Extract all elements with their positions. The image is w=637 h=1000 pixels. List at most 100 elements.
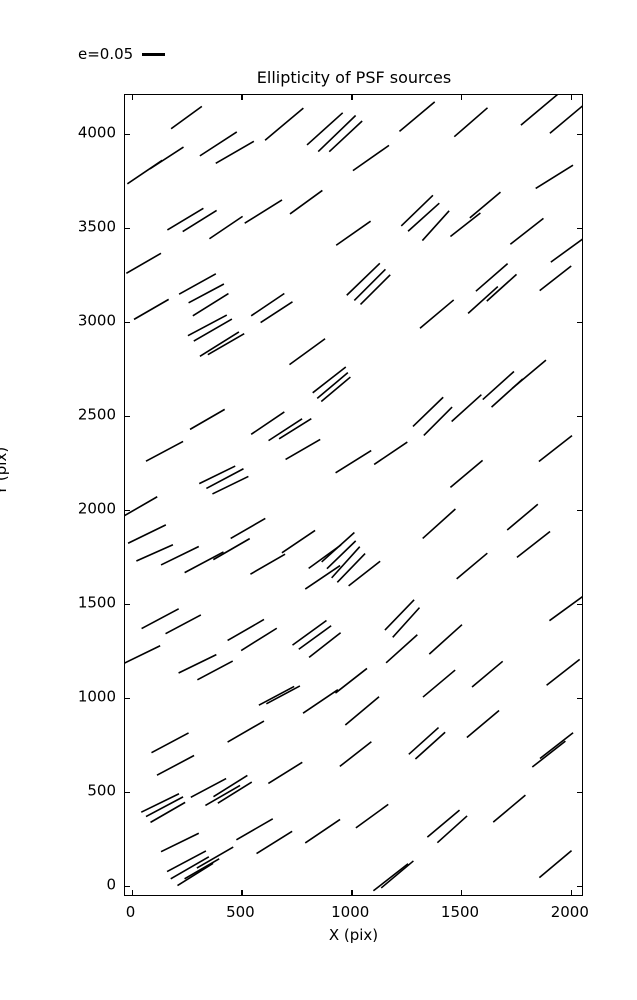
whisker-segment [198, 465, 236, 485]
y-tick-mark [577, 603, 582, 605]
y-tick-mark [577, 885, 582, 887]
whisker-segment [190, 777, 227, 799]
whisker-segment [466, 709, 500, 739]
whisker-segment [339, 741, 372, 768]
legend-scale-bar-icon [142, 53, 166, 56]
whisker-segment [421, 210, 450, 242]
whisker-segment [412, 396, 444, 428]
y-tick-mark [125, 227, 130, 229]
whisker-segment [149, 146, 184, 170]
whisker-segment [359, 274, 391, 306]
whisker-segment [285, 438, 321, 461]
x-tick-mark [241, 95, 243, 100]
whisker-segment [335, 449, 372, 474]
whisker-segment [328, 120, 363, 153]
whisker-segment [471, 660, 504, 688]
whisker-segment [256, 830, 293, 855]
whisker-segment [344, 696, 380, 726]
whisker-segment [240, 627, 278, 652]
whisker-segment [352, 144, 390, 172]
x-tick-label: 0 [125, 903, 136, 921]
plot-axes [124, 94, 583, 896]
whisker-segment [281, 529, 316, 554]
whisker-segment [546, 658, 581, 686]
whisker-segment [213, 774, 248, 798]
whisker-segment [506, 503, 539, 531]
whisker-segment [230, 517, 266, 540]
whisker-segment [469, 191, 502, 219]
whisker-segment [302, 689, 339, 714]
y-tick-mark [125, 415, 130, 417]
whisker-segment [125, 252, 162, 274]
whisker-segment [125, 645, 161, 664]
whisker-segment [321, 531, 355, 563]
whisker-segment [244, 199, 283, 224]
whisker-segment [408, 726, 440, 755]
x-tick-mark [131, 95, 133, 100]
whisker-segment [170, 105, 203, 130]
whisker-segment [260, 301, 293, 324]
y-tick-label: 2500 [77, 405, 116, 424]
whisker-segment [336, 552, 366, 583]
whisker-segment [151, 732, 189, 754]
whisker-segment [511, 359, 547, 389]
whisker-segment [538, 849, 573, 879]
whisker-segment [166, 207, 204, 231]
whisker-segment [304, 564, 341, 590]
whisker-segment [312, 366, 347, 394]
y-tick-mark [125, 133, 130, 135]
whisker-segment [516, 530, 551, 558]
legend-label: e=0.05 [78, 45, 134, 63]
whisker-segment [184, 551, 224, 574]
whisker-segment [535, 164, 574, 190]
x-tick-mark [131, 890, 133, 895]
whisker-segment [178, 653, 217, 674]
y-tick-mark [577, 227, 582, 229]
whisker-segment [178, 273, 217, 295]
whisker-segment [206, 468, 244, 490]
whisker-segment [170, 856, 210, 880]
whisker-segment [335, 220, 372, 246]
whisker-segment [353, 268, 386, 302]
whisker-segment [520, 95, 559, 126]
whisker-segment [267, 761, 303, 785]
whisker-segment [235, 818, 274, 841]
whisker-segment [380, 860, 414, 889]
y-tick-mark [125, 321, 130, 323]
y-tick-mark [125, 603, 130, 605]
whisker-segment [550, 238, 582, 263]
whisker-segment [304, 818, 341, 844]
whisker-segment [509, 217, 544, 245]
whisker-segment [449, 212, 481, 238]
whisker-segment [141, 608, 180, 630]
whisker-segment [208, 215, 244, 240]
whisker-segment [177, 862, 214, 887]
whisker-segment [207, 332, 245, 356]
whisker-segment [250, 292, 285, 317]
y-tick-label: 1000 [77, 687, 116, 706]
whisker-segment [184, 858, 220, 880]
whisker-segment [539, 265, 572, 292]
y-tick-label: 1500 [77, 593, 116, 612]
whisker-segment [182, 209, 218, 233]
whisker-segment [467, 285, 499, 314]
y-tick-mark [125, 885, 130, 887]
whisker-segment [400, 194, 434, 227]
whisker-segment [250, 411, 285, 435]
whisker-segment [306, 112, 344, 146]
whisker-segment [422, 508, 456, 540]
whisker-segment [373, 441, 408, 466]
whisker-segment [145, 796, 184, 818]
whisker-segments [125, 95, 582, 892]
whisker-segment [531, 740, 566, 768]
whisker-segment [196, 846, 234, 869]
y-tick-mark [125, 697, 130, 699]
whisker-segment [326, 540, 357, 570]
whisker-segment [449, 459, 484, 489]
whisker-segment [451, 394, 482, 423]
whisker-segment [212, 537, 251, 561]
whisker-segment [372, 863, 409, 892]
whisker-segment [199, 331, 240, 358]
whisker-segment [160, 545, 200, 566]
